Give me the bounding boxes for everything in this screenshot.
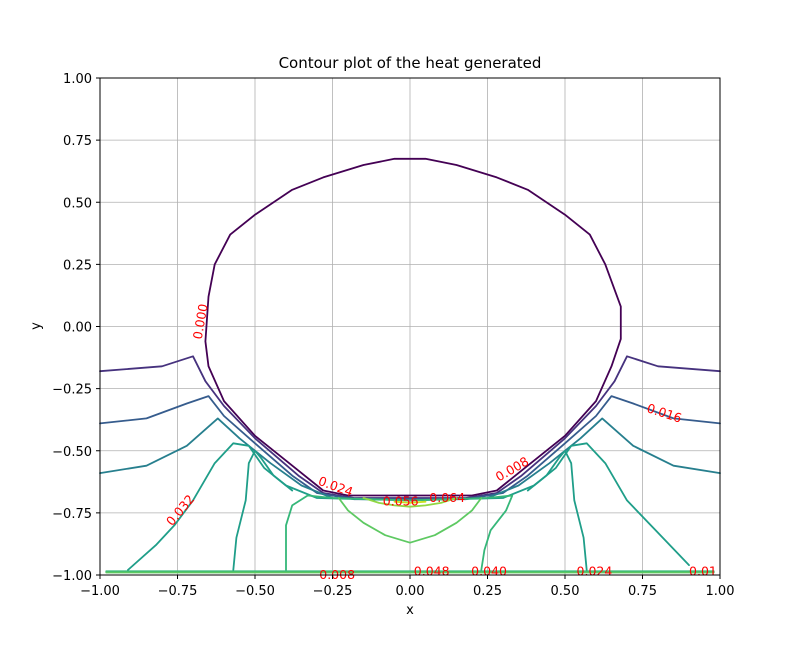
y-tick-label: 0.50 xyxy=(63,196,92,211)
y-tick-label: −0.50 xyxy=(52,445,92,460)
y-tick-label: 0.25 xyxy=(63,258,92,273)
contour-line-0.032 xyxy=(232,449,294,571)
contour-line-0.056 xyxy=(362,497,458,508)
y-axis-ticks: −1.00 −0.75 −0.50 −0.25 0.00 0.25 0.50 0.75 1.00 xyxy=(52,72,100,584)
x-tick-label: 0.25 xyxy=(473,584,502,599)
x-tick-label: 0.00 xyxy=(396,584,425,599)
x-tick-label: −0.50 xyxy=(235,584,275,599)
y-tick-label: −0.25 xyxy=(52,383,92,398)
contour-line-0.016 xyxy=(99,395,721,501)
contour-line-0.000 xyxy=(204,157,622,497)
y-tick-label: 0.75 xyxy=(63,134,92,149)
contour-line-0.008 xyxy=(99,355,721,499)
contour-label: 0.01 xyxy=(689,563,717,578)
contour-label: 0.048 xyxy=(414,563,450,578)
contour-lines xyxy=(99,157,721,574)
y-tick-label: −0.75 xyxy=(52,507,92,522)
y-tick-label: 0.00 xyxy=(63,321,92,336)
x-tick-label: −0.25 xyxy=(313,584,353,599)
contour-label: 0.064 xyxy=(429,490,465,505)
contour-label: 0.056 xyxy=(383,494,419,509)
y-tick-label: 1.00 xyxy=(63,72,92,87)
x-tick-label: 1.00 xyxy=(706,584,735,599)
x-axis-ticks: −1.00 −0.75 −0.50 −0.25 0.00 0.25 0.50 0.75 1.00 xyxy=(80,575,734,599)
x-tick-label: 0.50 xyxy=(551,584,580,599)
chart-title: Contour plot of the heat generated xyxy=(279,54,542,72)
x-tick-label: 0.75 xyxy=(628,584,657,599)
contour-line-0.048 xyxy=(337,497,483,544)
y-axis-label: y xyxy=(29,322,44,330)
contour-label: 0.040 xyxy=(471,563,507,578)
contour-label: 0.000 xyxy=(190,302,211,340)
x-tick-label: −0.75 xyxy=(158,584,198,599)
x-axis-label: x xyxy=(406,603,414,618)
contour-label: 0.024 xyxy=(577,563,613,578)
x-tick-label: −1.00 xyxy=(80,584,120,599)
contour-line-0.032 xyxy=(526,449,588,571)
contour-line-0.040 xyxy=(285,494,514,571)
y-tick-label: −1.00 xyxy=(52,569,92,584)
contour-line-0.064 xyxy=(393,500,427,504)
